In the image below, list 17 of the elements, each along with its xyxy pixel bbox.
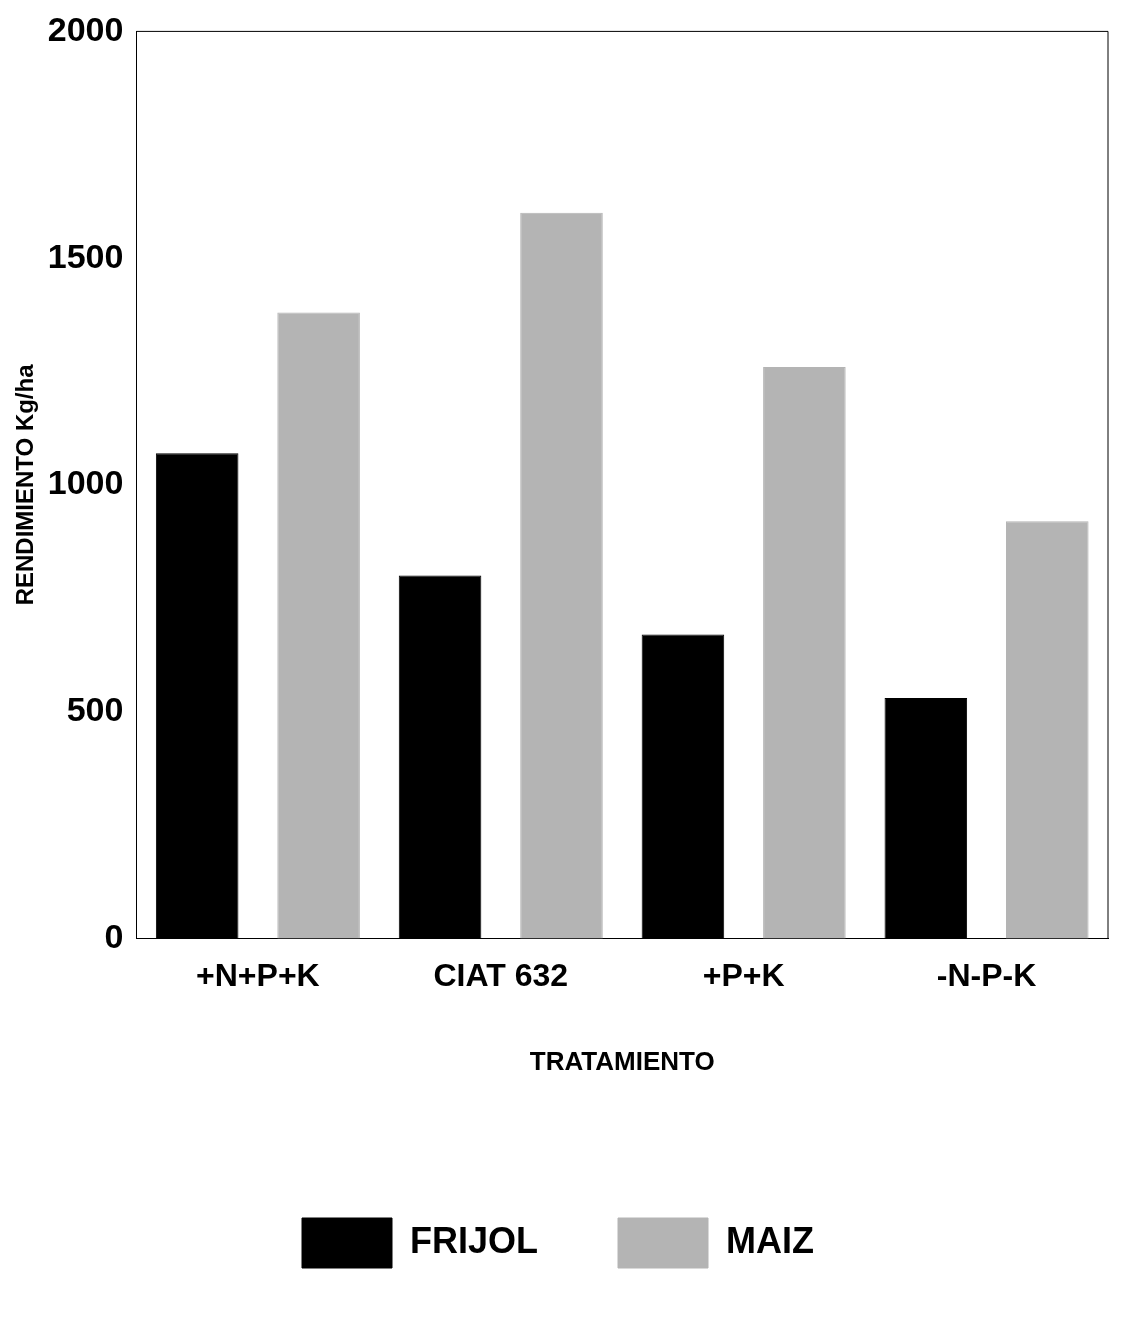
x-tick-label: CIAT 632 [433, 957, 569, 994]
x-tick-label: +N+P+K [196, 957, 320, 994]
bar [277, 312, 360, 939]
bar [520, 212, 603, 939]
x-tick-label: -N-P-K [936, 957, 1037, 994]
y-tick-label: 500 [66, 690, 124, 729]
y-axis-title: RENDIMIENTO Kg/ha [11, 363, 39, 606]
y-tick-label: 1500 [47, 236, 124, 275]
bar [1005, 521, 1089, 939]
y-tick-label: 0 [104, 916, 124, 955]
y-tick-label: 1000 [47, 463, 124, 502]
x-axis-title: TRATAMIENTO [529, 1045, 715, 1076]
x-tick-label: +P+K [702, 957, 785, 994]
y-tick-label: 2000 [47, 9, 124, 48]
legend-label: MAIZ [726, 1219, 814, 1261]
legend-label: FRIJOL [410, 1219, 539, 1261]
bar [763, 366, 846, 939]
